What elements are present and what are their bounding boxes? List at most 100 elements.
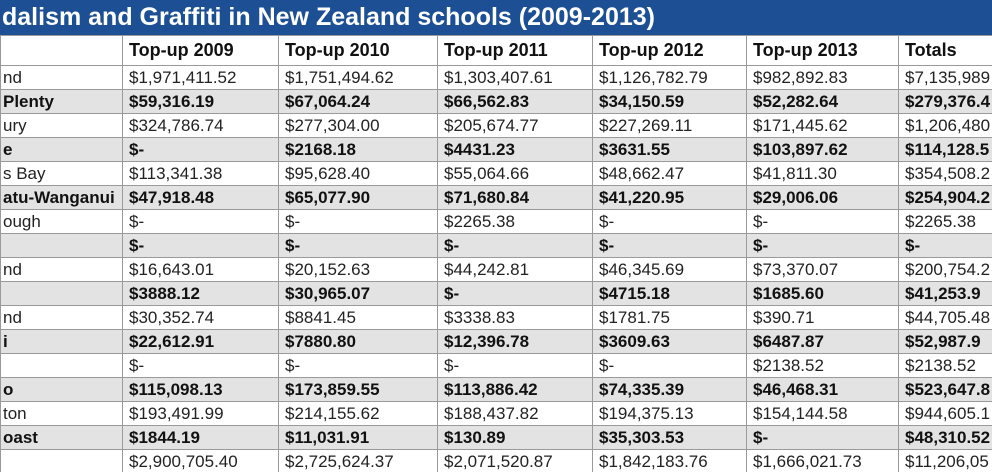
table-cell: $8841.45	[278, 305, 438, 330]
table-row: ury $324,786.74 $277,304.00 $205,674.77 $227…	[0, 113, 992, 138]
table-cell: $113,341.38	[122, 161, 279, 186]
table-cell: $279,376.4	[898, 89, 992, 114]
table-cell: $67,064.24	[278, 89, 438, 114]
table-cell: $1,751,494.62	[278, 65, 438, 90]
table-cell: $194,375.13	[592, 401, 747, 426]
table-cell: $6487.87	[746, 329, 899, 354]
table-cell: $20,152.63	[278, 257, 438, 282]
table-cell: $324,786.74	[122, 113, 279, 138]
table-row: ton $193,491.99 $214,155.62 $188,437.82 $194…	[0, 401, 992, 426]
table-cell: $2168.18	[278, 137, 438, 162]
table-cell: $1,206,480	[898, 113, 992, 138]
table-cell: $-	[278, 353, 438, 378]
table-cell: $227,269.11	[592, 113, 747, 138]
table-cell: $46,468.31	[746, 377, 899, 402]
table-cell: $214,155.62	[278, 401, 438, 426]
table-cell: $-	[746, 425, 899, 450]
header-cell: Top-up 2010	[278, 35, 438, 66]
table-row: $2,900,705.40 $2,725,624.37 $2,071,520.87 $…	[0, 449, 992, 472]
table-cell: $3888.12	[122, 281, 279, 306]
table-cell: $354,508.2	[898, 161, 992, 186]
row-label	[0, 233, 123, 258]
table-cell: $1,126,782.79	[592, 65, 747, 90]
table-cell: $2265.38	[437, 209, 593, 234]
row-label	[0, 449, 123, 472]
table-cell: $1,971,411.52	[122, 65, 279, 90]
table-cell: $113,886.42	[437, 377, 593, 402]
table-row: nd $16,643.01 $20,152.63 $44,242.81 $46,345.…	[0, 257, 992, 282]
table-row: $- $- $- $- $2138.52 $2138.52	[0, 353, 992, 378]
table-row: i $22,612.91 $7880.80 $12,396.78 $3609.63 $64…	[0, 329, 992, 354]
table-cell: $3609.63	[592, 329, 747, 354]
table-cell: $130.89	[437, 425, 593, 450]
table-cell: $-	[122, 209, 279, 234]
table-row: s Bay $113,341.38 $95,628.40 $55,064.66 $48,…	[0, 161, 992, 186]
table-cell: $35,303.53	[592, 425, 747, 450]
table-cell: $944,605.1	[898, 401, 992, 426]
table-cell: $523,647.8	[898, 377, 992, 402]
table-cell: $-	[122, 353, 279, 378]
row-label: nd	[0, 257, 123, 282]
table-cell: $44,705.48	[898, 305, 992, 330]
row-label: ton	[0, 401, 123, 426]
table-cell: $73,370.07	[746, 257, 899, 282]
table-cell: $16,643.01	[122, 257, 279, 282]
row-label: nd	[0, 305, 123, 330]
row-label: ury	[0, 113, 123, 138]
row-label	[0, 353, 123, 378]
table-cell: $173,859.55	[278, 377, 438, 402]
table-body: nd $1,971,411.52 $1,751,494.62 $1,303,407.6…	[0, 65, 992, 472]
table-cell: $188,437.82	[437, 401, 593, 426]
table-cell: $41,220.95	[592, 185, 747, 210]
table-cell: $2265.38	[898, 209, 992, 234]
table-cell: $-	[592, 233, 747, 258]
table-row: Plenty $59,316.19 $67,064.24 $66,562.83 $34,…	[0, 89, 992, 114]
table-cell: $-	[122, 137, 279, 162]
table-cell: $205,674.77	[437, 113, 593, 138]
row-label: oast	[0, 425, 123, 450]
table-cell: $71,680.84	[437, 185, 593, 210]
table-cell: $1781.75	[592, 305, 747, 330]
table-cell: $48,310.52	[898, 425, 992, 450]
table-cell: $114,128.5	[898, 137, 992, 162]
table-cell: $44,242.81	[437, 257, 593, 282]
row-label	[0, 281, 123, 306]
row-label: s Bay	[0, 161, 123, 186]
header-cell: Top-up 2011	[437, 35, 593, 66]
table-cell: $-	[437, 353, 593, 378]
table-cell: $30,965.07	[278, 281, 438, 306]
table-cell: $4431.23	[437, 137, 593, 162]
table-cell: $3338.83	[437, 305, 593, 330]
table-cell: $254,904.2	[898, 185, 992, 210]
table-row: oast $1844.19 $11,031.91 $130.89 $35,303.53 $…	[0, 425, 992, 450]
table-cell: $30,352.74	[122, 305, 279, 330]
table-cell: $193,491.99	[122, 401, 279, 426]
table-cell: $48,662.47	[592, 161, 747, 186]
table-cell: $12,396.78	[437, 329, 593, 354]
table-cell: $390.71	[746, 305, 899, 330]
table-cell: $-	[278, 233, 438, 258]
table-cell: $-	[746, 233, 899, 258]
table-cell: $55,064.66	[437, 161, 593, 186]
header-row: Top-up 2009 Top-up 2010 Top-up 2011 Top-up …	[0, 35, 992, 66]
table-cell: $2,725,624.37	[278, 449, 438, 472]
table-cell: $-	[898, 233, 992, 258]
table-cell: $46,345.69	[592, 257, 747, 282]
table-row: $- $- $- $- $- $-	[0, 233, 992, 258]
row-label: e	[0, 137, 123, 162]
table-cell: $154,144.58	[746, 401, 899, 426]
table-cell: $52,987.9	[898, 329, 992, 354]
header-cell	[0, 35, 123, 66]
title: dalism and Graffiti in New Zealand schoo…	[0, 0, 992, 35]
table-cell: $74,335.39	[592, 377, 747, 402]
row-label: i	[0, 329, 123, 354]
table-row: $3888.12 $30,965.07 $- $4715.18 $1685.60 $41,…	[0, 281, 992, 306]
header-cell: Totals	[898, 35, 992, 66]
table-cell: $1844.19	[122, 425, 279, 450]
table-cell: $52,282.64	[746, 89, 899, 114]
row-label: Plenty	[0, 89, 123, 114]
row-label: atu-Wanganui	[0, 185, 123, 210]
table-cell: $2,900,705.40	[122, 449, 279, 472]
row-label: o	[0, 377, 123, 402]
